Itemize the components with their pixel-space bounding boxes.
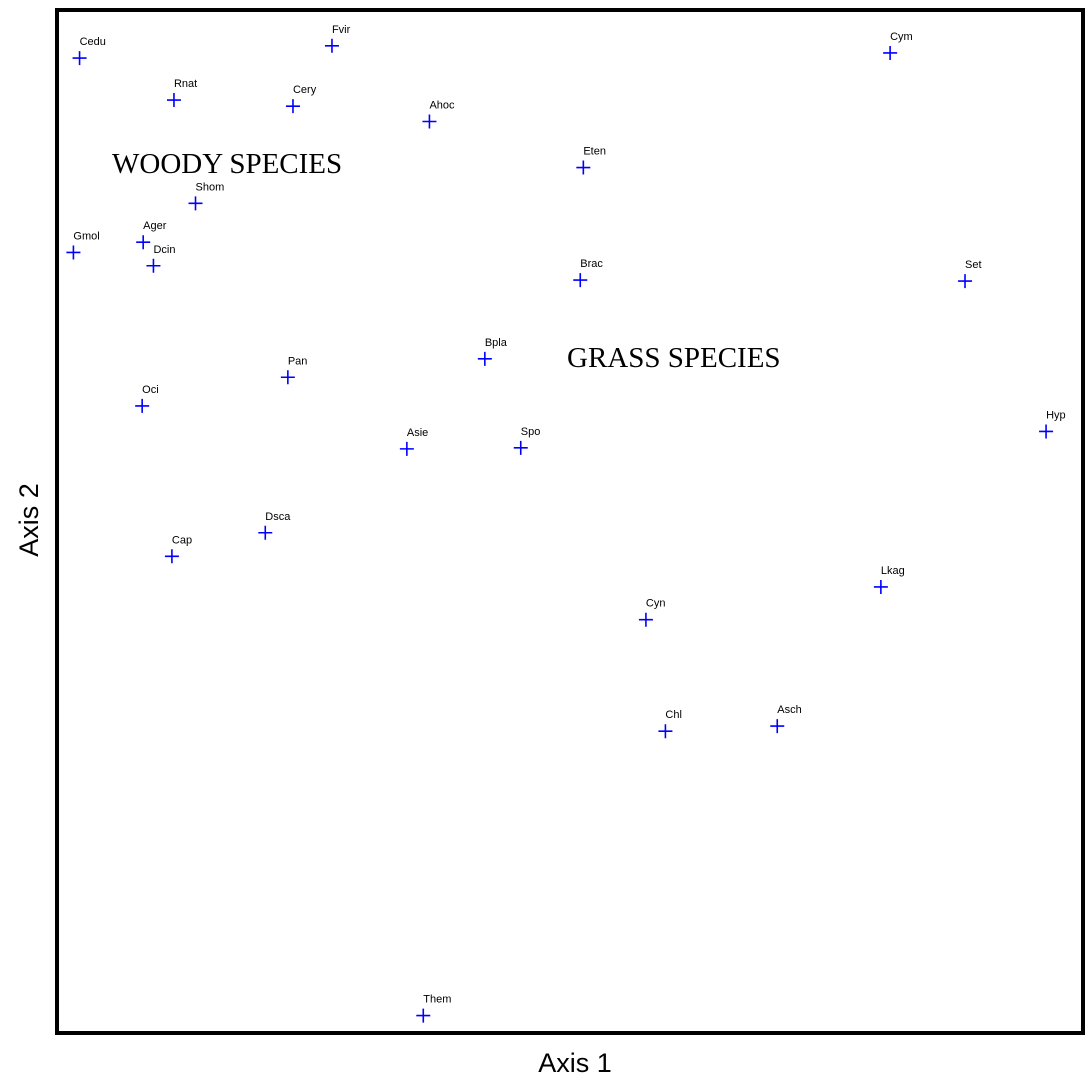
point-marker xyxy=(958,274,973,289)
point-label: Cyn xyxy=(646,598,666,610)
point-label: Hyp xyxy=(1046,409,1066,421)
x-axis-title: Axis 1 xyxy=(538,1048,612,1078)
point-label: Dsca xyxy=(265,511,291,523)
point-label: Them xyxy=(423,994,451,1006)
point-marker xyxy=(873,579,888,594)
point-marker xyxy=(573,273,588,288)
point-label: Bpla xyxy=(485,337,508,349)
point-label: Cap xyxy=(172,534,192,546)
point-marker xyxy=(280,370,295,385)
point-marker xyxy=(188,196,203,211)
point-label: Cym xyxy=(890,31,913,43)
point-label: Chl xyxy=(665,709,682,721)
point-marker xyxy=(658,724,673,739)
point-label: Gmol xyxy=(73,230,99,242)
point-marker xyxy=(477,351,492,366)
y-axis-title: Axis 2 xyxy=(14,483,44,557)
point-label: Asie xyxy=(407,427,428,439)
point-marker xyxy=(166,93,181,108)
point-marker xyxy=(146,258,161,273)
point-label: Fvir xyxy=(332,24,351,36)
point-marker xyxy=(416,1008,431,1023)
point-marker xyxy=(770,719,785,734)
point-label: Cery xyxy=(293,84,317,96)
point-label: Eten xyxy=(583,146,606,158)
point-marker xyxy=(72,51,87,66)
point-marker xyxy=(638,612,653,627)
point-label: Shom xyxy=(196,181,225,193)
point-marker xyxy=(576,160,591,175)
point-label: Pan xyxy=(288,355,308,367)
point-marker xyxy=(422,114,437,129)
point-label: Cedu xyxy=(80,36,106,48)
point-marker xyxy=(399,441,414,456)
point-marker xyxy=(285,99,300,114)
point-marker xyxy=(66,245,81,260)
point-marker xyxy=(164,549,179,564)
point-label: Oci xyxy=(142,384,159,396)
point-marker xyxy=(1039,424,1054,439)
point-label: Asch xyxy=(777,704,801,716)
point-label: Set xyxy=(965,259,982,271)
point-marker xyxy=(324,38,339,53)
point-marker xyxy=(136,235,151,250)
point-marker xyxy=(883,45,898,60)
point-label: Brac xyxy=(580,258,603,270)
point-marker xyxy=(513,440,528,455)
point-marker xyxy=(135,398,150,413)
point-label: Ahoc xyxy=(429,100,455,112)
point-marker xyxy=(258,525,273,540)
point-label: Spo xyxy=(521,426,541,438)
point-label: Lkag xyxy=(881,565,905,577)
point-label: Dcin xyxy=(153,244,175,256)
point-label: Ager xyxy=(143,220,167,232)
point-label: Rnat xyxy=(174,78,197,90)
annotation: WOODY SPECIES xyxy=(112,148,342,180)
plot-frame xyxy=(55,8,1085,1035)
annotation: GRASS SPECIES xyxy=(567,342,781,374)
